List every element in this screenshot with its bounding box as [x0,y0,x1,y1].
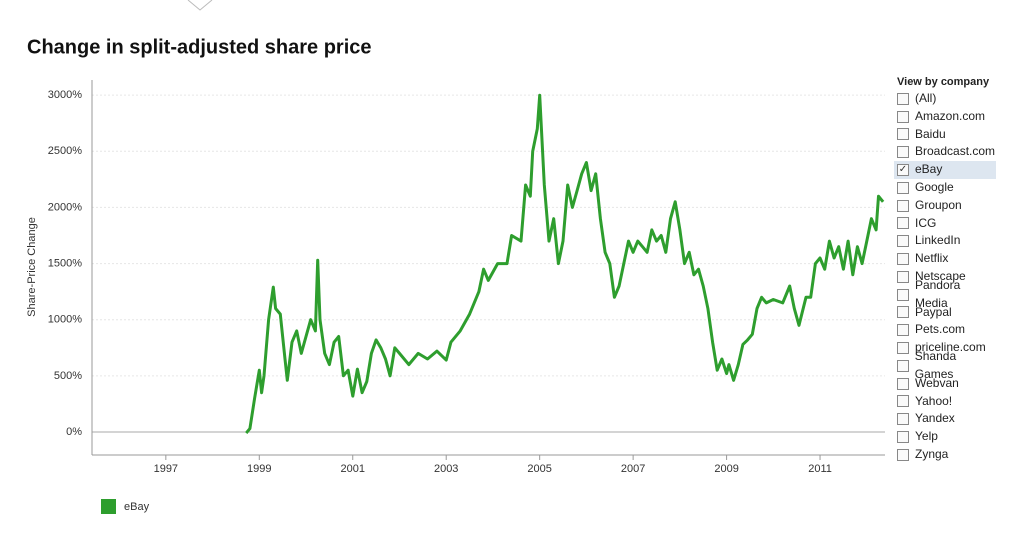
y-tick-label: 1500% [48,257,82,269]
checkbox[interactable] [897,431,909,444]
checkbox[interactable] [897,359,909,372]
filter-option[interactable]: Netflix [894,250,996,268]
filter-label[interactable]: Baidu [915,126,946,141]
filter-label[interactable]: Google [915,179,954,194]
filter-label[interactable]: (All) [915,91,937,105]
checkbox[interactable] [897,253,909,266]
filter-label[interactable]: Yandex [915,411,955,426]
x-tick-label: 1999 [247,463,271,475]
filter-label[interactable]: Pets.com [915,322,966,337]
filter-option[interactable]: Yelp [894,428,996,446]
x-tick-label: 1997 [154,463,178,475]
checkbox[interactable] [897,270,909,283]
filter-option[interactable]: Shanda Games [894,349,996,381]
filter-option[interactable]: ✓ eBay [894,161,996,179]
checkbox[interactable] [897,181,909,194]
filter-option[interactable]: Amazon.com [894,108,996,126]
filter-option[interactable]: Broadcast.com [894,143,996,161]
checkbox[interactable] [897,324,909,337]
y-tick-label: 1000% [48,314,82,326]
checkbox[interactable] [897,342,909,355]
y-tick-label: 2000% [48,201,82,213]
checkbox[interactable] [897,288,909,301]
menu-caret [187,0,213,11]
y-tick-label: 500% [54,370,82,382]
filter-option[interactable]: Pets.com [894,321,996,339]
filter-label[interactable]: Netscape [915,268,966,283]
chart: Change in split-adjusted share price Sha… [26,0,885,514]
filter-option[interactable]: ICG [894,215,996,233]
checkbox[interactable] [897,199,909,212]
checkbox[interactable] [897,306,909,319]
legend-label: eBay [124,501,150,513]
filter-label[interactable]: Zynga [915,446,949,461]
filter-option[interactable]: Webvan [894,375,996,393]
filter-label[interactable]: LinkedIn [915,233,961,248]
filter-option[interactable]: Paypal [894,304,996,322]
filter-label[interactable]: priceline.com [915,340,986,355]
filter-option[interactable]: Yahoo! [894,393,996,411]
filter-label[interactable]: ICG [915,215,937,230]
filter-label[interactable]: Netflix [915,251,949,266]
x-tick-label: 2001 [341,463,365,475]
checkbox[interactable] [897,235,909,248]
checkbox[interactable]: ✓ [897,164,909,177]
checkbox[interactable] [897,395,909,408]
filter-panel: View by company (All) Amazon.com Baidu Broa… [894,74,996,464]
filter-option[interactable]: Zynga [894,446,996,464]
checkbox[interactable] [897,377,909,390]
filter-option[interactable]: priceline.com [894,339,996,357]
filter-option[interactable]: Groupon [894,197,996,215]
x-tick-label: 2007 [621,463,645,475]
filter-option[interactable]: Yandex [894,410,996,428]
filter-label[interactable]: Shanda Games [914,349,957,381]
filter-label[interactable]: Yahoo! [915,393,953,408]
filter-label[interactable]: Yelp [915,429,938,444]
filter-title: View by company [897,76,990,88]
checkbox[interactable] [897,110,909,123]
filter-option[interactable]: Pandora Media [894,278,996,310]
filter-label[interactable]: Paypal [915,304,952,319]
x-tick-label: 2005 [527,463,551,475]
filter-option[interactable]: Baidu [894,126,996,144]
checkbox[interactable] [897,92,909,105]
checkbox[interactable] [897,448,909,461]
y-axis-label: Share-Price Change [26,217,38,317]
y-tick-label: 3000% [48,89,82,101]
filter-label[interactable]: Amazon.com [915,108,986,123]
checkbox[interactable] [897,146,909,159]
checkbox[interactable] [897,413,909,426]
filter-option[interactable]: (All) [894,90,996,108]
checkbox[interactable] [897,128,909,141]
y-tick-label: 0% [66,426,82,438]
chart-title: Change in split-adjusted share price [27,36,372,58]
line-series [245,93,885,435]
filter-option[interactable]: Netscape [894,268,996,286]
filter-label[interactable]: Pandora Media [914,277,961,310]
checkbox[interactable] [897,217,909,230]
x-tick-label: 2011 [808,463,832,475]
filter-option[interactable]: LinkedIn [894,232,996,250]
filter-label[interactable]: eBay [915,162,943,177]
x-tick-label: 2003 [434,463,458,475]
y-tick-label: 2500% [48,145,82,157]
legend-swatch [101,499,116,514]
filter-option[interactable]: Google [894,179,996,197]
filter-label[interactable]: Broadcast.com [915,144,996,159]
x-tick-label: 2009 [714,463,738,475]
filter-label[interactable]: Groupon [915,197,962,212]
filter-label[interactable]: Webvan [915,375,959,390]
